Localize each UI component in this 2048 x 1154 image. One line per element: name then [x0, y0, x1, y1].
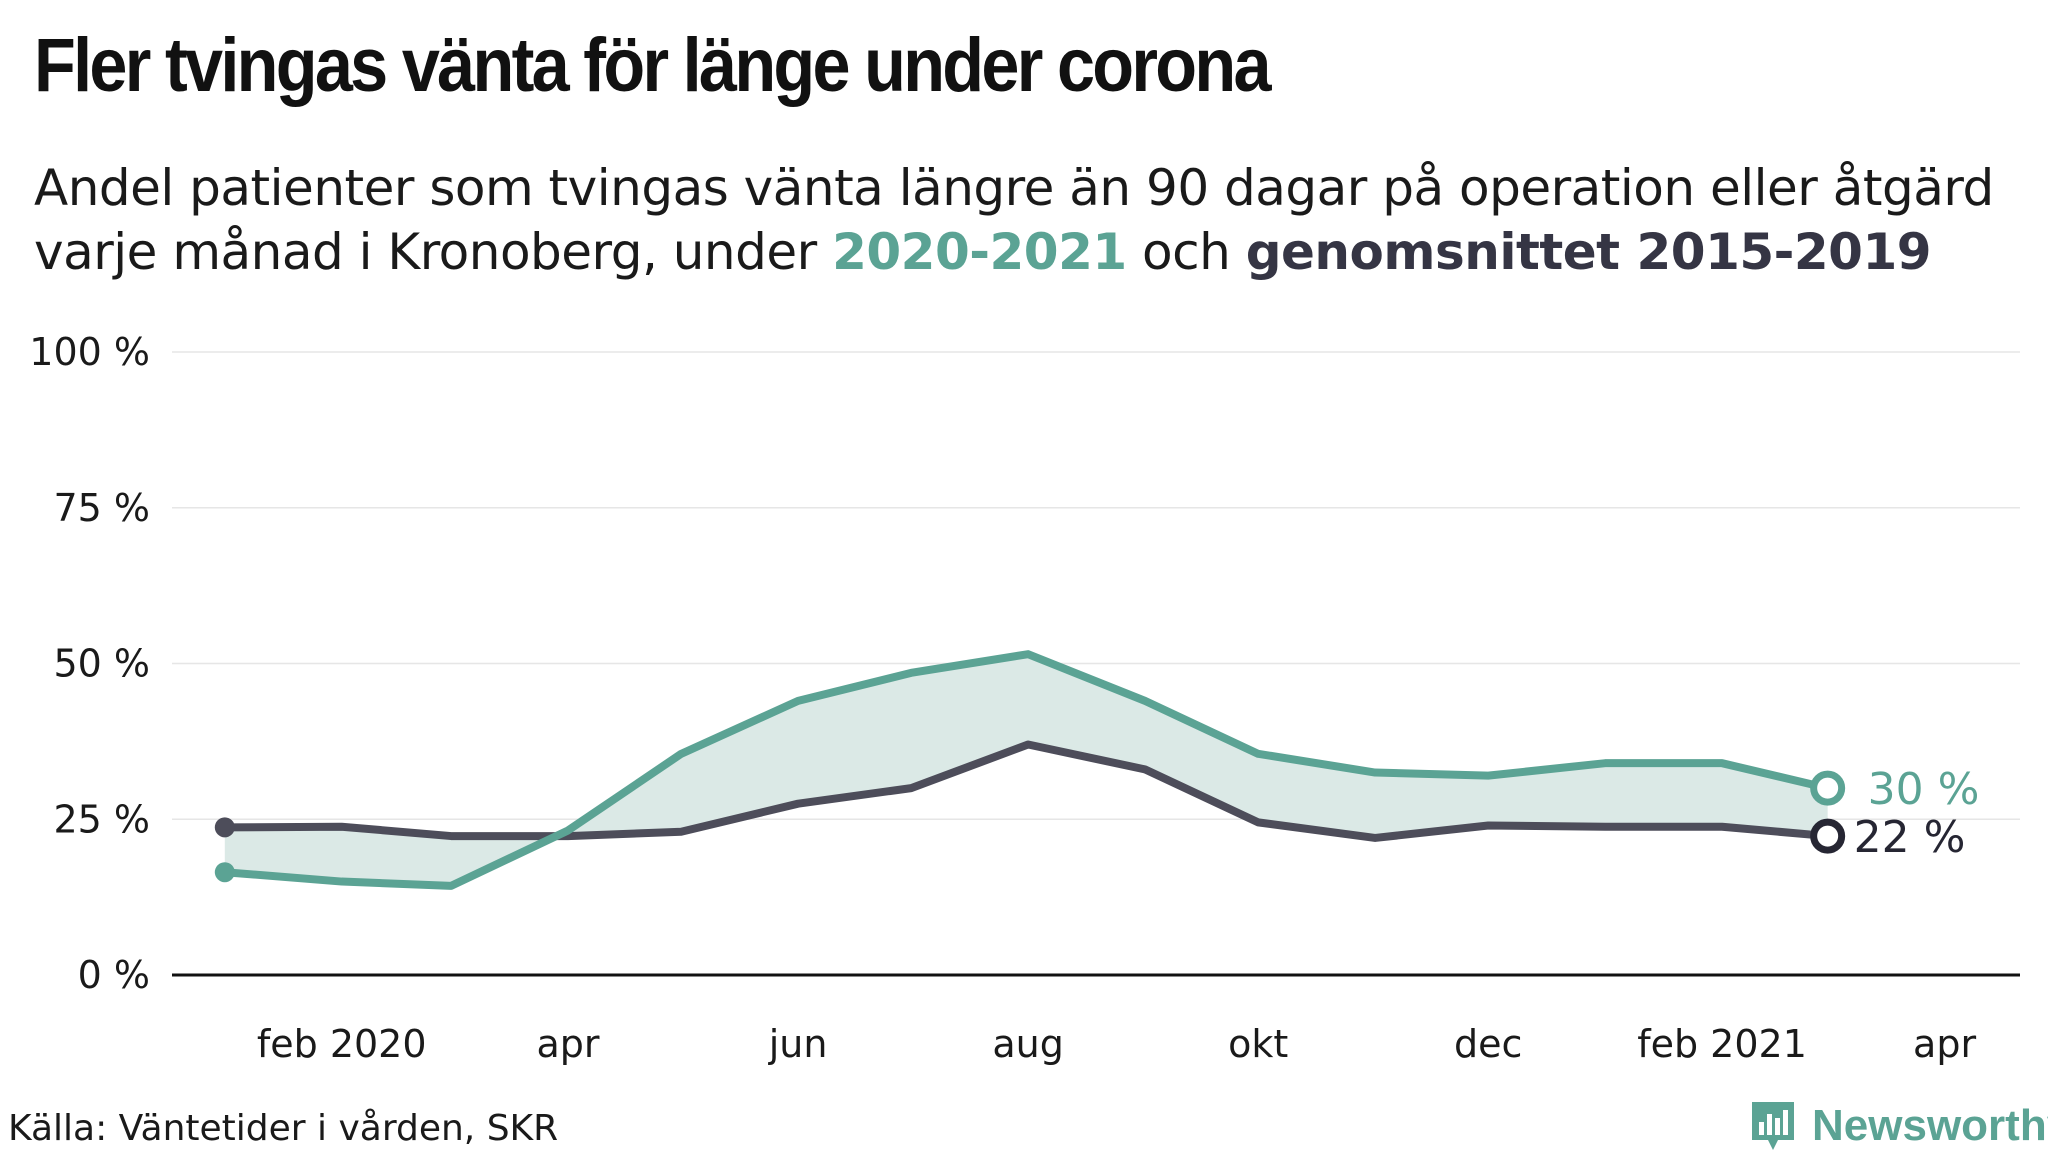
y-tick-label: 100 % [29, 330, 150, 374]
newsworthy-logo-icon [1752, 1102, 1794, 1150]
x-tick-label: aug [992, 1022, 1064, 1066]
x-tick-label: apr [1913, 1022, 1976, 1066]
subtitle-series-2020-2021: 2020-2021 [832, 223, 1127, 281]
start-point-2020-2021 [214, 862, 235, 883]
x-axis-labels: feb 2020 apr jun aug okt dec feb 2021 apr [257, 1022, 1977, 1066]
brand-logo[interactable]: Newsworthy [1748, 1098, 2048, 1154]
subtitle-connector: och [1126, 223, 1246, 281]
end-labels: 30 %22 % [1810, 764, 1980, 863]
y-tick-label: 0 % [78, 953, 150, 997]
chart-title: Fler tvingas vänta för länge under coron… [34, 23, 1271, 108]
subtitle-series-average: genomsnittet 2015-2019 [1245, 223, 1932, 281]
subtitle-text: Andel patienter som tvingas vänta längre… [34, 159, 1994, 281]
end-label-2020-2021: 30 % [1868, 764, 1980, 815]
end-point-2020-2021 [1810, 770, 1846, 806]
x-tick-label: okt [1228, 1022, 1288, 1066]
series-line-2020-2021 [220, 650, 1832, 890]
y-tick-label: 25 % [53, 797, 150, 841]
y-axis-labels: 0 % 25 % 50 % 75 % 100 % [29, 330, 150, 997]
y-tick-label: 75 % [53, 486, 150, 530]
end-label-average: 22 % [1854, 812, 1966, 863]
start-point-average [214, 817, 235, 838]
end-point-average [1810, 818, 1846, 854]
brand-name: Newsworthy [1812, 1101, 2048, 1150]
series-line-average [220, 740, 1832, 842]
x-tick-label: apr [536, 1022, 599, 1066]
y-tick-label: 50 % [53, 642, 150, 686]
x-tick-label: feb 2021 [1637, 1022, 1807, 1066]
gap-area [224, 654, 1828, 886]
x-tick-label: dec [1454, 1022, 1522, 1066]
series-lines [214, 650, 1832, 890]
gridlines [172, 351, 2020, 977]
source-note: Källa: Väntetider i vården, SKR [8, 1108, 559, 1149]
x-tick-label: jun [768, 1022, 828, 1066]
chart-subtitle: Andel patienter som tvingas vänta längre… [34, 156, 2044, 284]
x-tick-label: feb 2020 [257, 1022, 427, 1066]
difference-band [224, 654, 1828, 886]
